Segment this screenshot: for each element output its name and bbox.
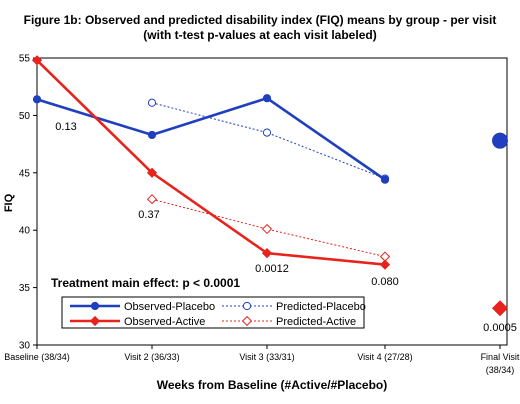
point-observed-active	[261, 248, 273, 259]
p-value-label: 0.080	[371, 276, 399, 288]
legend-marker-predicted-placebo	[242, 301, 252, 311]
y-tick-label: 55	[19, 54, 31, 65]
legend-marker-predicted-active	[241, 315, 253, 327]
legend-label-observed-placebo: Observed-Placebo	[124, 301, 215, 313]
x-axis: Baseline (38/34) Visit 2 (36/33) Visit 3 (…	[4, 345, 520, 375]
y-tick-label: 35	[19, 283, 31, 294]
p-value-label: 0.0012	[255, 263, 289, 275]
point-predicted-active	[261, 223, 273, 235]
point-observed-placebo	[147, 130, 157, 140]
x-axis-title: Weeks from Baseline (#Active/#Placebo)	[157, 378, 388, 392]
point-observed-placebo	[32, 95, 42, 104]
x-tick-label: Baseline (38/34)	[4, 352, 70, 362]
y-tick-label: 40	[19, 226, 31, 237]
legend-label-predicted-placebo: Predicted-Placebo	[276, 301, 366, 313]
legend-label-observed-active: Observed-Active	[124, 316, 205, 328]
y-tick-label: 50	[19, 111, 31, 122]
x-tick-label: Final Visit	[481, 352, 520, 362]
x-tick-label-line2: (38/34)	[486, 365, 515, 375]
series-line-observed-active	[36, 59, 386, 266]
p-value-label: 0.37	[138, 209, 159, 221]
point-observed-active	[146, 167, 158, 178]
legend-box	[61, 296, 365, 329]
final-visit-active-point	[491, 300, 509, 317]
y-tick-label: 45	[19, 168, 31, 179]
series-lines	[36, 59, 386, 266]
x-tick-label: Visit 4 (27/28)	[357, 352, 412, 362]
legend-marker-observed-active	[89, 315, 101, 327]
point-predicted-active	[146, 194, 158, 205]
chart-title-line1: Figure 1b: Observed and predicted disabi…	[24, 13, 497, 27]
series-markers	[31, 55, 509, 317]
legend-label-predicted-active: Predicted-Active	[276, 316, 356, 328]
treatment-effect-annotation: Treatment main effect: p < 0.0001	[51, 276, 240, 290]
point-observed-placebo	[380, 175, 390, 184]
chart-title-line2: (with t-test p-values at each visit labe…	[143, 28, 376, 42]
point-predicted-placebo	[262, 128, 272, 137]
p-value-label: 0.0005	[483, 322, 517, 334]
final-visit-placebo-point	[492, 132, 508, 149]
y-axis-title: FIQ	[3, 193, 15, 212]
legend-marker-observed-placebo	[90, 301, 100, 311]
point-observed-active	[379, 259, 391, 270]
point-observed-placebo	[262, 94, 272, 103]
legend-items: Observed-Placebo Predicted-Placebo Observe…	[70, 301, 366, 328]
x-tick-label: Visit 3 (33/31)	[239, 352, 294, 362]
p-value-labels: 0.13 0.37 0.0012 0.080 0.0005	[55, 121, 517, 334]
point-observed-active	[31, 55, 43, 66]
point-predicted-placebo	[147, 98, 157, 107]
p-value-label: 0.13	[55, 121, 76, 133]
x-tick-label: Visit 2 (36/33)	[124, 352, 179, 362]
y-tick-label: 30	[19, 341, 31, 352]
legend: Observed-Placebo Predicted-Placebo Observe…	[61, 296, 366, 329]
y-axis: 30 35 40 45 50 55	[19, 54, 37, 352]
